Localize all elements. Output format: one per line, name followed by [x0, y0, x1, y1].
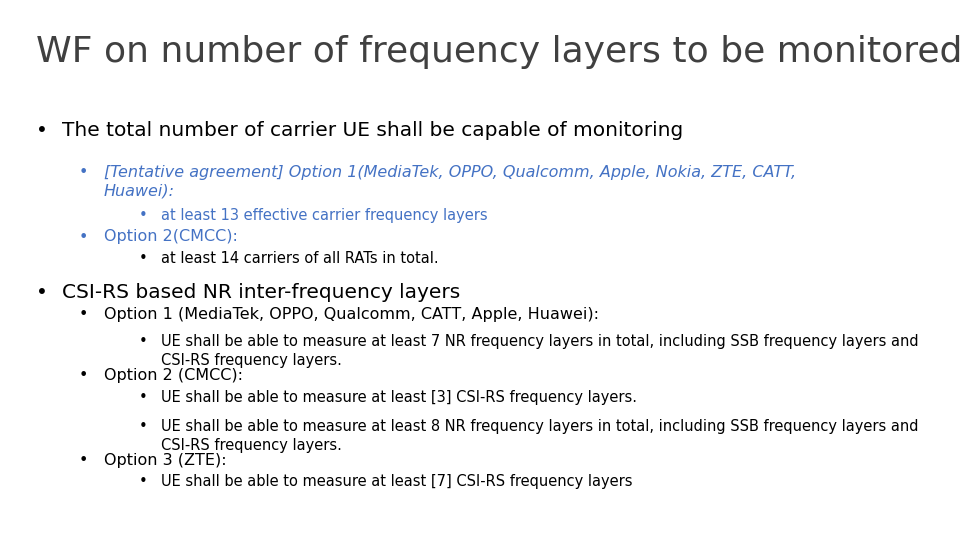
Text: •: • — [36, 122, 48, 140]
Text: •: • — [139, 419, 148, 434]
Text: Option 3 (ZTE):: Option 3 (ZTE): — [104, 453, 227, 468]
Text: •: • — [79, 453, 88, 468]
Text: UE shall be able to measure at least [7] CSI-RS frequency layers: UE shall be able to measure at least [7]… — [161, 474, 633, 489]
Text: •: • — [79, 165, 88, 180]
Text: UE shall be able to measure at least [3] CSI-RS frequency layers.: UE shall be able to measure at least [3]… — [161, 390, 637, 405]
Text: •: • — [139, 474, 148, 489]
Text: •: • — [36, 283, 48, 302]
Text: •: • — [139, 390, 148, 405]
Text: CSI-RS based NR inter-frequency layers: CSI-RS based NR inter-frequency layers — [62, 283, 461, 302]
Text: •: • — [139, 208, 148, 223]
Text: •: • — [139, 251, 148, 266]
Text: •: • — [79, 368, 88, 383]
Text: WF on number of frequency layers to be monitored: WF on number of frequency layers to be m… — [36, 35, 960, 69]
Text: UE shall be able to measure at least 8 NR frequency layers in total, including S: UE shall be able to measure at least 8 N… — [161, 419, 919, 453]
Text: at least 13 effective carrier frequency layers: at least 13 effective carrier frequency … — [161, 208, 488, 223]
Text: Option 2(CMCC):: Option 2(CMCC): — [104, 230, 237, 245]
Text: at least 14 carriers of all RATs in total.: at least 14 carriers of all RATs in tota… — [161, 251, 439, 266]
Text: •: • — [139, 334, 148, 349]
Text: [Tentative agreement] Option 1(MediaTek, OPPO, Qualcomm, Apple, Nokia, ZTE, CATT: [Tentative agreement] Option 1(MediaTek,… — [104, 165, 796, 199]
Text: •: • — [79, 307, 88, 322]
Text: Option 2 (CMCC):: Option 2 (CMCC): — [104, 368, 243, 383]
Text: UE shall be able to measure at least 7 NR frequency layers in total, including S: UE shall be able to measure at least 7 N… — [161, 334, 919, 368]
Text: Option 1 (MediaTek, OPPO, Qualcomm, CATT, Apple, Huawei):: Option 1 (MediaTek, OPPO, Qualcomm, CATT… — [104, 307, 599, 322]
Text: The total number of carrier UE shall be capable of monitoring: The total number of carrier UE shall be … — [62, 122, 684, 140]
Text: •: • — [79, 230, 88, 245]
